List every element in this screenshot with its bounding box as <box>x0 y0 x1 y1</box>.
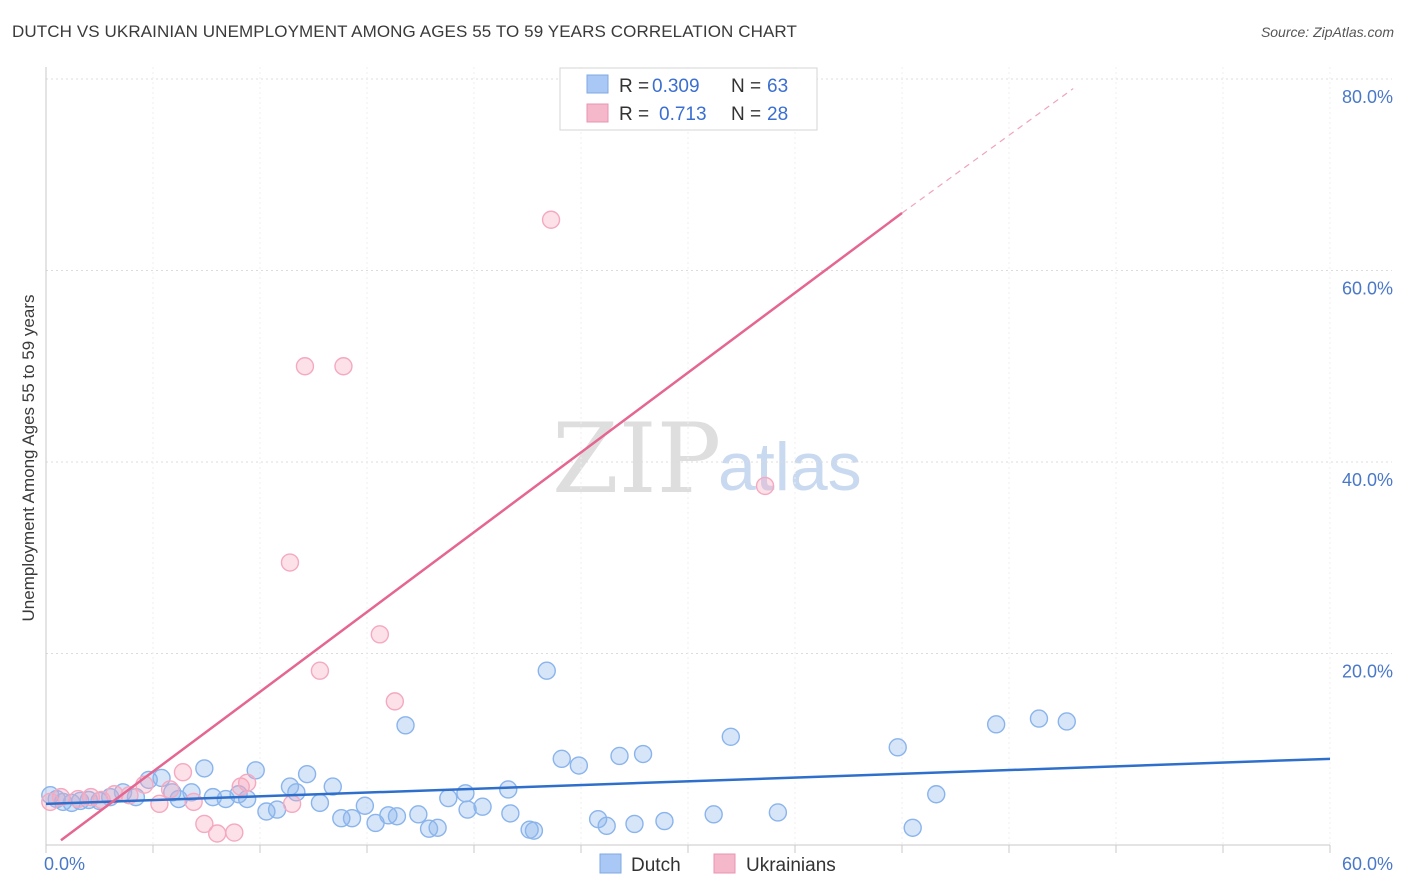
ukrainians-point <box>310 661 330 680</box>
dutch-point <box>439 788 458 808</box>
dutch-trend-line <box>45 757 1331 806</box>
legend-r-value-dutch: 0.309 <box>652 76 700 97</box>
ukrainians-point <box>237 773 257 792</box>
dutch-point <box>246 761 265 780</box>
watermark: ZIP atlas <box>552 403 862 515</box>
dutch-point <box>1057 712 1076 731</box>
dutch-point <box>458 800 477 819</box>
ukrainians-point <box>225 823 244 842</box>
dutch-point <box>625 814 644 834</box>
legend-label-ukrainians: Ukrainians <box>746 855 836 876</box>
dutch-point <box>569 756 589 775</box>
dutch-point <box>456 784 475 803</box>
ukrainians-point <box>755 476 775 496</box>
dutch-point <box>355 796 375 815</box>
ukrainians-point <box>160 780 180 799</box>
ukrainians-point <box>150 794 169 814</box>
legend-r-value-ukrainians: 0.713 <box>659 104 707 125</box>
ukrainians-point <box>385 692 405 711</box>
correlation-legend: R = 0.309 N = 63 R = 0.713 N = 28 <box>559 67 818 131</box>
dutch-point <box>610 746 629 766</box>
ukrainians-trend-line <box>60 212 903 842</box>
dutch-point <box>323 777 342 796</box>
series-ukrainians <box>41 210 775 843</box>
dutch-point <box>537 661 556 680</box>
dutch-point <box>195 759 214 778</box>
dutch-point <box>655 811 674 831</box>
ukrainians-point <box>334 357 353 376</box>
dutch-point <box>287 783 306 802</box>
legend-swatch-ukrainians <box>586 103 609 123</box>
dutch-point <box>396 716 415 735</box>
legend-swatch-dutch <box>586 74 609 94</box>
dutch-point <box>163 783 182 802</box>
legend-swatch-dutch-bottom <box>599 853 622 874</box>
x-tick-label: 60.0% <box>1342 854 1393 874</box>
dutch-point <box>721 727 740 747</box>
dutch-point <box>552 749 571 769</box>
dutch-point <box>409 805 428 824</box>
source-label: Source: ZipAtlas.com <box>1260 24 1394 40</box>
ukrainians-point <box>41 792 60 812</box>
dutch-point <box>1029 709 1049 728</box>
dutch-point <box>927 785 946 804</box>
x-tick-label: 0.0% <box>44 854 85 874</box>
y-tick-label: 20.0% <box>1342 662 1393 682</box>
ukrainians-point <box>282 794 302 814</box>
dutch-point <box>310 793 330 813</box>
dutch-point <box>633 744 653 764</box>
dutch-point <box>387 807 407 826</box>
legend-swatch-ukrainians-bottom <box>713 853 736 874</box>
dutch-point <box>903 818 922 837</box>
dutch-point <box>768 803 788 822</box>
chart-title: DUTCH VS UKRAINIAN UNEMPLOYMENT AMONG AG… <box>12 22 797 41</box>
data-points <box>41 210 1076 843</box>
series-dutch <box>41 661 1076 840</box>
dutch-point <box>342 808 362 828</box>
dutch-point <box>524 821 544 840</box>
dutch-point <box>986 715 1006 734</box>
legend-n-label-dutch: N = <box>731 76 761 97</box>
y-tick-label: 40.0% <box>1342 470 1393 490</box>
dutch-point <box>499 780 518 799</box>
dutch-point <box>704 805 723 824</box>
dutch-point <box>888 738 907 757</box>
ukrainians-trend-extension <box>901 88 1074 214</box>
ukrainians-point <box>184 792 203 812</box>
trend-lines <box>45 88 1331 842</box>
y-tick-label: 80.0% <box>1342 87 1393 107</box>
series-legend: Dutch Ukrainians <box>599 853 836 876</box>
watermark-atlas: atlas <box>718 429 862 505</box>
axes <box>45 67 1331 853</box>
dutch-point <box>597 816 616 836</box>
gridlines <box>46 67 1392 845</box>
ukrainians-point <box>195 814 214 834</box>
legend-n-value-dutch: 63 <box>767 76 788 97</box>
legend-r-label-dutch: R = <box>619 76 649 97</box>
ukrainians-point <box>207 824 227 843</box>
legend-r-label-ukrainians: R = <box>619 104 649 125</box>
dutch-point <box>473 797 492 816</box>
watermark-zip: ZIP <box>552 403 721 515</box>
ukrainians-point <box>173 763 193 782</box>
ukrainians-point <box>370 625 390 644</box>
legend-label-dutch: Dutch <box>631 855 681 876</box>
dutch-point <box>297 764 317 784</box>
dutch-point <box>501 804 520 823</box>
y-axis-label: Unemployment Among Ages 55 to 59 years <box>19 295 38 622</box>
legend-n-label-ukrainians: N = <box>731 104 761 125</box>
legend-n-value-ukrainians: 28 <box>767 104 788 125</box>
ukrainians-point <box>280 553 300 572</box>
y-tick-label: 60.0% <box>1342 279 1393 299</box>
ukrainians-point <box>541 210 561 229</box>
tick-labels: 20.0% 40.0% 60.0% 80.0% 0.0% 60.0% <box>44 87 1393 874</box>
ukrainians-point <box>295 357 315 376</box>
dutch-point <box>428 818 447 837</box>
dutch-point <box>332 808 351 828</box>
